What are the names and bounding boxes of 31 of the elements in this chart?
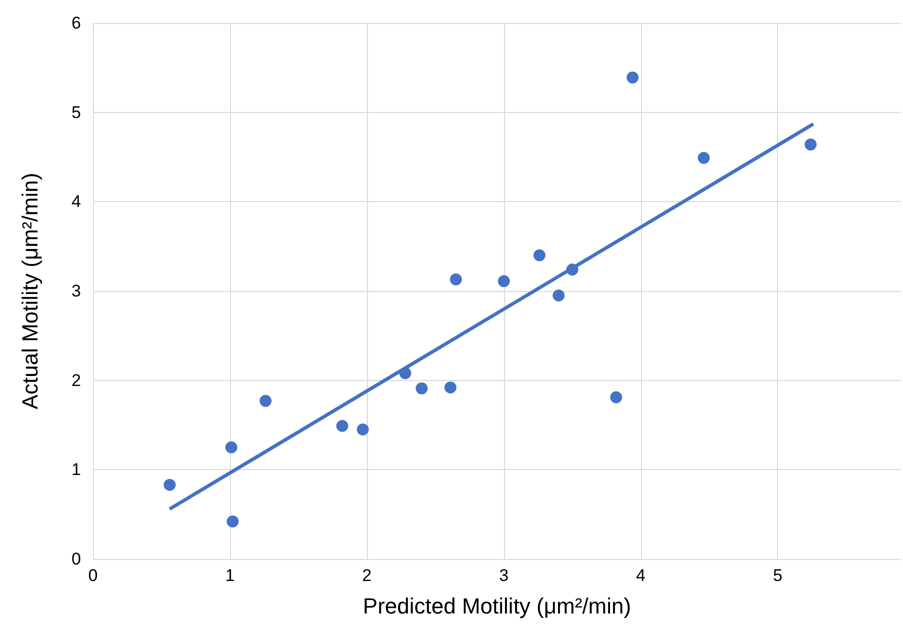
x-tick-label: 0 [88,566,98,585]
point [626,71,639,84]
point [416,382,428,394]
y-tick-label: 5 [72,102,81,122]
y-tick-label: 1 [72,460,81,480]
x-tick-label: 3 [499,566,509,585]
point [226,515,239,528]
x-tick-label: 1 [225,566,235,585]
point [336,420,348,432]
x-tick-label: 5 [773,566,782,585]
point [698,152,710,164]
point [225,441,238,454]
point [610,391,622,404]
point [804,138,817,150]
y-tick-label: 6 [72,14,81,32]
y-tick-label: 0 [72,550,81,568]
point [356,423,369,436]
point [552,289,565,302]
point [260,394,272,407]
point [533,249,546,262]
x-tick-label: 2 [362,566,372,585]
y-tick-label: 4 [72,192,81,212]
x-axis-title: Predicted Motility (μm²/min) [362,594,632,618]
point [164,478,176,491]
x-tick-label: 4 [636,566,646,585]
point [450,273,462,286]
y-tick-label: 2 [72,370,81,390]
y-tick-label: 3 [72,282,81,300]
point [444,381,456,394]
y-axis-title: Actual Motility (μm²/min) [18,172,42,410]
point [498,275,510,288]
